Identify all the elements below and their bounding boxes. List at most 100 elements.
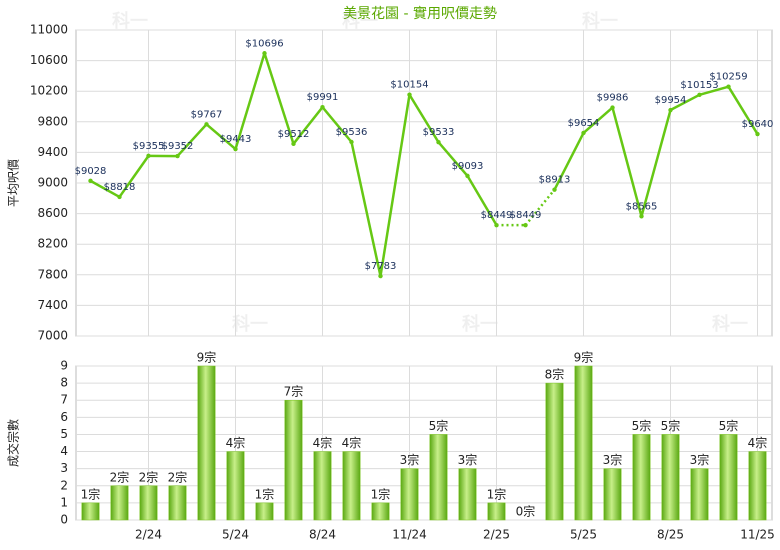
y-tick-label: 7800 — [37, 267, 68, 281]
line-segment — [118, 155, 150, 198]
x-tick-label: 2/25 — [483, 528, 510, 542]
bar — [81, 502, 100, 521]
x-tick-label: 8/24 — [309, 528, 336, 542]
y-tick-label: 10600 — [30, 53, 68, 67]
watermark: 科一 — [232, 313, 268, 335]
data-label: $10153 — [680, 80, 718, 91]
point — [697, 92, 702, 97]
line-segment — [582, 106, 614, 134]
bar — [632, 434, 651, 521]
bar — [748, 451, 767, 521]
bar — [371, 502, 390, 521]
point — [378, 273, 383, 279]
data-label: 3宗 — [400, 452, 420, 467]
point — [175, 153, 180, 159]
data-label: 5宗 — [632, 418, 652, 433]
watermark: 科一 — [112, 10, 148, 32]
data-label: $8913 — [539, 175, 571, 186]
line-segment — [699, 85, 729, 96]
data-label: 4宗 — [226, 435, 246, 450]
bar — [487, 502, 506, 521]
line-segment — [292, 106, 324, 145]
data-label: 1宗 — [255, 486, 275, 501]
y-tick-label: 10200 — [30, 84, 68, 98]
watermark: 科一 — [712, 313, 748, 335]
watermark: 科一 — [462, 313, 498, 335]
point — [117, 194, 122, 200]
data-label: $9654 — [568, 118, 600, 129]
data-label: 5宗 — [429, 418, 449, 433]
data-label: $10259 — [709, 72, 747, 83]
line-segment — [234, 52, 266, 150]
data-label: 3宗 — [690, 452, 710, 467]
x-tick-label: 5/24 — [222, 528, 249, 542]
point — [523, 222, 528, 228]
point — [407, 92, 412, 97]
bar — [603, 468, 622, 521]
bar — [139, 485, 158, 521]
line-segment — [176, 123, 208, 157]
bar — [313, 451, 332, 521]
bar — [342, 451, 361, 521]
data-label: $9028 — [75, 166, 107, 177]
data-label: $9355 — [133, 141, 165, 152]
y-tick-label: 9800 — [37, 114, 68, 128]
data-label: 4宗 — [748, 435, 768, 450]
y-tick-label: 8 — [60, 376, 68, 390]
y-tick-label: 11000 — [30, 23, 68, 37]
y-axis-label: 成交宗數 — [6, 419, 21, 467]
bar — [458, 468, 477, 521]
y-tick-label: 9 — [60, 359, 68, 373]
line-segment — [408, 94, 440, 143]
data-label: $9954 — [655, 95, 687, 106]
y-tick-label: 3 — [60, 461, 68, 475]
bar — [690, 468, 709, 521]
data-label: $9352 — [162, 141, 194, 152]
x-tick-label: 2/24 — [135, 528, 162, 542]
bar — [168, 485, 187, 521]
line-segment — [611, 107, 643, 217]
y-tick-label: 1 — [60, 495, 68, 509]
data-label: 2宗 — [139, 469, 159, 484]
data-label: $10696 — [245, 38, 283, 49]
data-label: 9宗 — [574, 350, 594, 365]
point — [262, 51, 267, 56]
bar — [429, 434, 448, 521]
data-label: 1宗 — [487, 486, 507, 501]
line-segment — [669, 93, 701, 112]
chart-title: 美景花園 - 實用呎價走勢 — [343, 5, 497, 22]
x-tick-label: 5/25 — [570, 528, 597, 542]
data-label: 9宗 — [197, 350, 217, 365]
bar — [110, 485, 129, 521]
y-tick-label: 8600 — [37, 206, 68, 220]
line-segment — [466, 175, 498, 226]
y-tick-label: 5 — [60, 427, 68, 441]
point — [204, 122, 209, 127]
data-label: $9991 — [307, 92, 339, 103]
line-segment — [640, 109, 672, 217]
y-tick-label: 8200 — [37, 237, 68, 251]
line-segment — [437, 141, 469, 177]
x-tick-label: 8/25 — [657, 528, 684, 542]
point — [494, 222, 499, 228]
line-segment — [89, 179, 121, 199]
point — [755, 131, 760, 137]
data-label: 7宗 — [284, 384, 304, 399]
point — [581, 130, 586, 136]
data-label: $8449 — [510, 210, 542, 221]
line-segment — [263, 52, 295, 145]
data-label: $8565 — [626, 201, 658, 212]
y-axis-label: 平均呎價 — [7, 159, 21, 207]
watermark: 科一 — [582, 10, 618, 32]
bar — [400, 468, 419, 521]
point — [349, 139, 354, 145]
line-segment — [205, 123, 237, 151]
y-tick-label: 6 — [60, 410, 68, 424]
bar — [574, 365, 593, 521]
point — [552, 187, 557, 192]
data-label: 3宗 — [458, 452, 478, 467]
bar — [197, 365, 216, 521]
x-tick-label: 11/24 — [392, 528, 427, 542]
data-label: $9767 — [191, 109, 223, 120]
